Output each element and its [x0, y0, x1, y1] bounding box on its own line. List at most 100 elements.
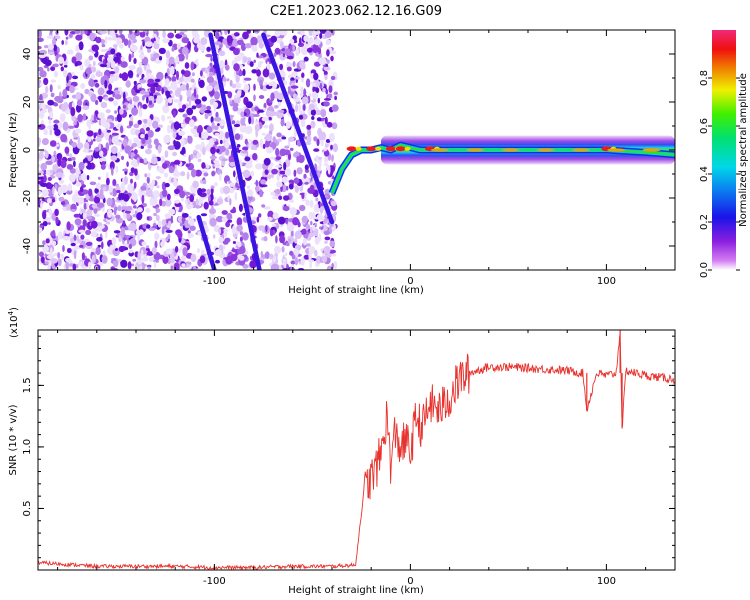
noise-blob: [137, 207, 143, 213]
noise-blob: [78, 41, 84, 51]
noise-blob: [242, 56, 248, 63]
noise-blob: [119, 44, 124, 49]
noise-blob: [179, 94, 183, 102]
noise-blob: [308, 232, 315, 238]
noise-blob: [186, 107, 194, 116]
noise-blob: [174, 88, 181, 98]
noise-blob: [165, 229, 173, 233]
noise-blob: [256, 69, 261, 77]
noise-blob: [146, 224, 151, 229]
noise-blob: [133, 137, 140, 143]
noise-blob: [40, 256, 45, 264]
noise-blob: [239, 52, 245, 59]
noise-blob: [139, 158, 145, 164]
x-tick-label: -100: [203, 576, 226, 587]
noise-blob: [294, 257, 299, 266]
x-tick-label: 0: [407, 276, 413, 287]
noise-blob: [225, 255, 233, 265]
noise-blob: [179, 222, 184, 227]
noise-blob: [128, 30, 133, 35]
noise-blob: [143, 157, 148, 164]
noise-blob: [59, 113, 66, 122]
noise-blob: [242, 169, 251, 179]
noise-blob: [232, 225, 236, 235]
noise-blob: [303, 173, 307, 179]
noise-blob: [279, 71, 286, 78]
noise-blob: [161, 225, 165, 235]
noise-blob: [269, 229, 274, 237]
noise-blob: [130, 115, 134, 122]
noise-blob: [209, 155, 217, 160]
noise-blob: [155, 214, 160, 222]
noise-blob: [314, 249, 318, 257]
noise-blob: [168, 208, 176, 215]
noise-blob: [87, 261, 92, 270]
noise-blob: [260, 84, 264, 90]
noise-blob: [45, 238, 50, 244]
colorbar-tick-label: 0.6: [699, 118, 710, 134]
noise-blob: [281, 246, 285, 253]
noise-blob: [75, 180, 81, 187]
noise-blob: [113, 208, 117, 216]
noise-blob: [253, 83, 256, 91]
noise-blob: [62, 89, 68, 98]
noise-blob: [74, 218, 82, 226]
noise-blob: [114, 30, 118, 34]
spectrogram-ylabel: Frequency (Hz): [8, 112, 19, 188]
noise-blob: [60, 253, 64, 261]
noise-blob: [98, 96, 103, 103]
noise-blob: [120, 61, 128, 68]
noise-blob: [221, 210, 228, 215]
noise-blob: [209, 71, 214, 77]
noise-blob: [218, 50, 226, 57]
noise-blob: [187, 41, 192, 50]
noise-blob: [268, 72, 276, 80]
noise-blob: [218, 36, 224, 40]
noise-blob: [82, 148, 89, 153]
noise-blob: [277, 138, 282, 143]
noise-blob: [226, 78, 230, 82]
noise-blob: [260, 179, 267, 185]
noise-blob: [90, 220, 98, 229]
noise-blob: [67, 125, 75, 129]
noise-blob: [174, 199, 180, 204]
noise-blob: [133, 205, 137, 209]
noise-blob: [80, 208, 86, 214]
noise-blob: [234, 94, 238, 99]
noise-blob: [38, 45, 42, 50]
noise-blob: [285, 218, 289, 224]
noise-blob: [314, 236, 320, 245]
noise-blob: [312, 82, 317, 87]
noise-blob: [215, 215, 224, 223]
noise-blob: [267, 99, 273, 104]
noise-blob: [147, 118, 152, 127]
noise-blob: [49, 128, 53, 136]
noise-blob: [289, 250, 294, 256]
noise-blob: [159, 198, 163, 207]
noise-blob: [51, 240, 57, 246]
noise-blob: [254, 106, 259, 112]
noise-blob: [226, 35, 233, 44]
noise-blob: [114, 66, 120, 74]
noise-blob: [170, 81, 178, 90]
noise-blob: [45, 86, 49, 94]
noise-blob: [312, 212, 315, 221]
noise-blob: [176, 43, 181, 50]
noise-blob: [161, 87, 164, 95]
noise-blob: [82, 105, 90, 110]
noise-blob: [214, 91, 220, 100]
noise-blob: [214, 196, 217, 200]
noise-blob: [217, 123, 220, 127]
noise-blob: [281, 47, 285, 52]
noise-blob: [293, 177, 300, 184]
noise-blob: [221, 216, 228, 222]
noise-blob: [240, 150, 249, 154]
noise-blob: [84, 162, 88, 167]
noise-blob: [288, 179, 295, 183]
noise-blob: [331, 154, 334, 162]
noise-blob: [326, 59, 330, 64]
noise-blob: [120, 56, 125, 62]
noise-blob: [139, 79, 147, 84]
noise-blob: [272, 212, 279, 220]
noise-blob: [47, 177, 52, 181]
